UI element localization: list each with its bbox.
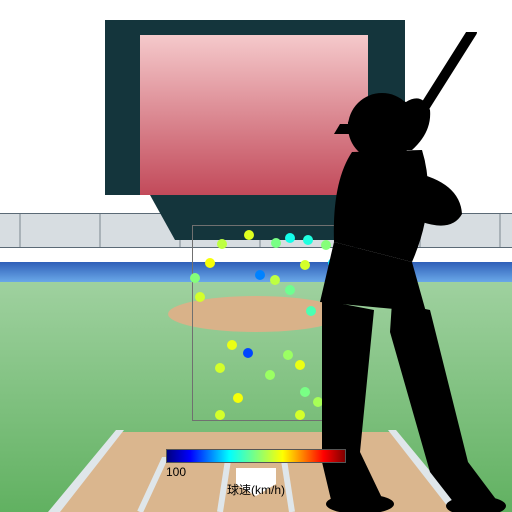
pitch-dot [285, 285, 295, 295]
legend-ticks: 100 150 [166, 465, 346, 479]
pitch-dot [227, 340, 237, 350]
pitch-dot [313, 397, 323, 407]
pitch-dot [195, 292, 205, 302]
legend-tick: 100 [166, 465, 186, 479]
pitch-dot [255, 270, 265, 280]
pitch-dot [270, 275, 280, 285]
pitch-dot [300, 260, 310, 270]
legend-colorbar [166, 449, 346, 463]
pitch-dot [233, 393, 243, 403]
velocity-legend: 100 150 球速(km/h) [166, 449, 346, 498]
legend-tick: 150 [326, 465, 346, 479]
pitch-dot [265, 370, 275, 380]
pitch-dot [283, 350, 293, 360]
pitch-dot [300, 387, 310, 397]
pitch-dot [271, 238, 281, 248]
pitch-dot [328, 258, 338, 268]
pitch-dot [190, 273, 200, 283]
pitch-dot [215, 410, 225, 420]
pitch-dot [244, 230, 254, 240]
pitch-dot [215, 363, 225, 373]
pitch-dot [321, 240, 331, 250]
pitch-dot [306, 306, 316, 316]
pitch-dot [295, 360, 305, 370]
pitch-dot [205, 258, 215, 268]
pitch-dot [217, 239, 227, 249]
legend-title: 球速(km/h) [166, 481, 346, 498]
pitch-dot [303, 235, 313, 245]
pitch-dot [243, 348, 253, 358]
pitch-dot [285, 233, 295, 243]
stadium-scene [0, 0, 512, 512]
pitch-dot [295, 410, 305, 420]
